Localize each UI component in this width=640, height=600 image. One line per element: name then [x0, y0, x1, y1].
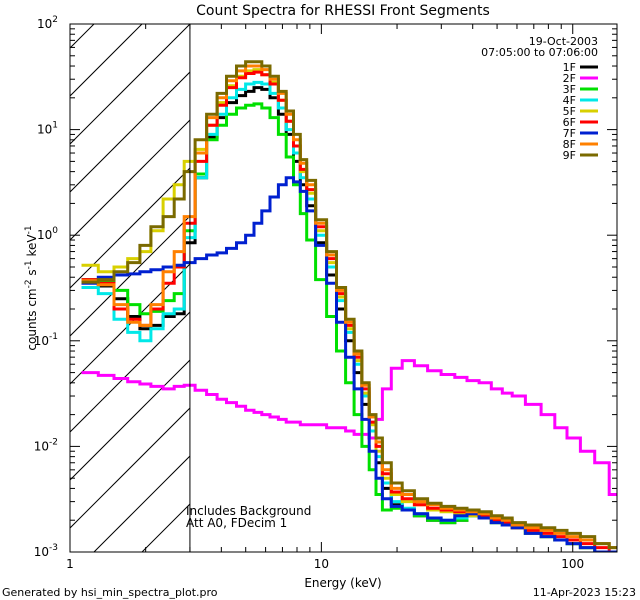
y-label-exp: -1: [24, 225, 34, 234]
legend-label-6F: 6F: [563, 116, 576, 129]
y-label-exp: -2: [24, 279, 34, 288]
legend-label-8F: 8F: [563, 138, 576, 151]
y-tick-label: 10-2: [34, 437, 58, 453]
legend-label-4F: 4F: [563, 94, 576, 107]
series-line-8F: [81, 64, 617, 550]
x-axis-label: Energy (keV): [304, 576, 381, 590]
excluded-energy-hatch: [70, 24, 190, 552]
plot-frame: [69, 23, 618, 553]
y-tick-label: 101: [37, 121, 58, 137]
y-tick-label: 102: [37, 15, 58, 31]
legend-label-3F: 3F: [563, 83, 576, 96]
hatch-line: [70, 215, 190, 337]
y-axis-label: counts cm-2 s-1 keV-1: [24, 225, 39, 350]
y-label-exp: -1: [24, 260, 34, 269]
series-line-2F: [81, 359, 617, 496]
series-layer: [81, 60, 617, 552]
y-tick-label: 10-3: [34, 543, 58, 559]
y-label-part: s: [25, 269, 39, 279]
annotation-background: Includes Background: [186, 504, 311, 518]
y-label-part: keV: [25, 234, 39, 261]
y-label-part: counts cm: [25, 288, 39, 350]
chart-date: 19-Oct-2003: [529, 35, 598, 48]
y-tick-label: 10-1: [34, 332, 58, 348]
legend-label-9F: 9F: [563, 149, 576, 162]
hatch-line: [70, 167, 190, 289]
hatch-line: [70, 407, 190, 529]
legend-label-5F: 5F: [563, 105, 576, 118]
legend-label-1F: 1F: [563, 61, 576, 74]
hatch-line: [70, 359, 190, 481]
axis-ticks: [69, 24, 617, 553]
x-tick-label: 100: [561, 557, 584, 571]
y-tick-labels: 10-3 10-2 10-1 100 101 102: [34, 15, 59, 559]
legend-label-7F: 7F: [563, 127, 576, 140]
x-tick-label: 10: [314, 557, 329, 571]
hatch-line: [70, 24, 190, 145]
annotation-attenuator: Att A0, FDecim 1: [186, 516, 287, 530]
generated-by-label: Generated by hsi_min_spectra_plot.pro: [2, 586, 218, 599]
y-tick-label: 100: [37, 226, 58, 242]
x-tick-labels: 1 10 100: [66, 557, 584, 571]
x-tick-label: 1: [66, 557, 74, 571]
series-line-9F: [81, 60, 617, 550]
chart-title: Count Spectra for RHESSI Front Segments: [196, 3, 490, 19]
legend-label-2F: 2F: [563, 72, 576, 85]
timestamp-label: 11-Apr-2023 15:23: [533, 586, 636, 599]
hatch-line: [70, 24, 143, 97]
chart-time-range: 07:05:00 to 07:06:00: [481, 46, 598, 59]
